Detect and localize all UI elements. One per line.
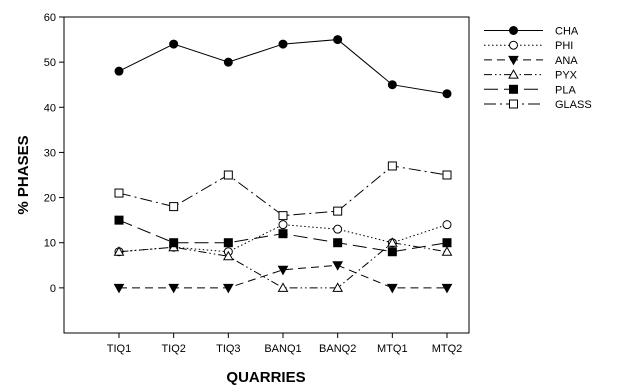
y-tick-label: 20: [44, 193, 56, 205]
legend-item-phi: PHI: [484, 40, 573, 52]
data-point-pla: [114, 215, 124, 225]
y-tick-label: 0: [50, 283, 56, 295]
data-point-glass: [442, 170, 452, 180]
data-point-pyx: [332, 282, 344, 292]
x-tick-label: BANQ2: [319, 343, 356, 355]
x-tick-label: TIQ1: [107, 343, 131, 355]
data-point-pla: [387, 247, 397, 257]
legend-marker-pla: [509, 84, 518, 94]
data-point-ana: [113, 283, 125, 294]
y-tick-label: 30: [44, 147, 56, 159]
data-point-pla: [442, 238, 452, 248]
x-tick-label: MTQ1: [377, 343, 408, 355]
data-point-pyx: [441, 246, 453, 256]
data-point-cha: [114, 66, 124, 76]
legend-label-ana: ANA: [555, 55, 578, 67]
legend-item-cha: CHA: [484, 26, 579, 38]
x-tick-label: BANQ1: [264, 343, 301, 355]
series-pyx: [113, 237, 453, 292]
data-point-ana: [386, 283, 398, 294]
legend-label-pyx: PYX: [555, 70, 578, 82]
data-point-glass: [333, 206, 343, 216]
data-point-pla: [169, 238, 179, 248]
x-tick-label: MTQ2: [432, 343, 463, 355]
legend-label-phi: PHI: [555, 40, 573, 52]
legend-marker-phi: [509, 40, 518, 50]
legend-label-pla: PLA: [555, 84, 576, 96]
data-point-pyx: [277, 282, 289, 292]
data-point-phi: [442, 220, 452, 230]
data-point-pla: [278, 229, 288, 239]
data-point-pyx: [113, 246, 125, 256]
y-axis-title: % PHASES: [15, 135, 32, 214]
series-cha: [114, 35, 452, 99]
x-axis-title: QUARRIES: [226, 369, 305, 386]
data-point-cha: [333, 35, 343, 45]
data-point-cha: [169, 39, 179, 49]
legend-item-pla: PLA: [484, 84, 576, 96]
legend-label-glass: GLASS: [555, 99, 592, 111]
legend-item-pyx: PYX: [484, 69, 578, 82]
x-tick-label: TIQ3: [216, 343, 240, 355]
x-tick-label: TIQ2: [161, 343, 185, 355]
y-tick-label: 40: [44, 102, 56, 114]
data-point-glass: [387, 161, 397, 171]
data-point-glass: [223, 170, 233, 180]
y-tick-label: 60: [44, 12, 56, 24]
series-ana: [113, 261, 453, 294]
x-axis: TIQ1 TIQ2 TIQ3 BANQ1 BANQ2 MTQ1 MTQ2: [107, 333, 463, 355]
data-point-ana: [222, 283, 234, 294]
data-point-glass: [114, 188, 124, 198]
data-point-ana: [277, 265, 289, 276]
series-line-pyx: [118, 242, 448, 289]
data-point-cha: [223, 57, 233, 67]
data-point-ana: [441, 283, 453, 294]
data-point-ana: [168, 283, 180, 294]
series-pla: [114, 215, 452, 257]
data-point-phi: [278, 220, 288, 230]
legend-label-cha: CHA: [555, 26, 579, 38]
data-point-glass: [278, 211, 288, 221]
data-point-pla: [333, 238, 343, 248]
data-point-cha: [442, 89, 452, 99]
data-point-cha: [278, 39, 288, 49]
legend-marker-ana: [508, 55, 519, 66]
y-tick-label: 50: [44, 57, 56, 69]
legend-marker-cha: [509, 26, 518, 35]
series-glass: [114, 161, 452, 221]
legend: CHA PHI ANA PYX PLA GLASS: [484, 26, 592, 111]
data-point-cha: [387, 80, 397, 90]
y-axis: 0 10 20 30 40 50 60: [44, 12, 64, 295]
data-point-phi: [333, 224, 343, 234]
legend-item-ana: ANA: [484, 55, 578, 67]
y-tick-label: 10: [44, 238, 56, 250]
data-point-ana: [332, 261, 344, 271]
data-point-pyx: [222, 250, 234, 261]
data-point-pla: [223, 238, 233, 248]
data-point-glass: [169, 202, 179, 212]
data-point-pyx: [386, 237, 398, 247]
series-layer: [113, 35, 453, 294]
legend-marker-pyx: [508, 69, 519, 79]
legend-marker-glass: [509, 99, 518, 109]
series-line-glass: [118, 165, 448, 217]
legend-item-glass: GLASS: [484, 99, 592, 111]
plot-frame: [63, 16, 470, 334]
